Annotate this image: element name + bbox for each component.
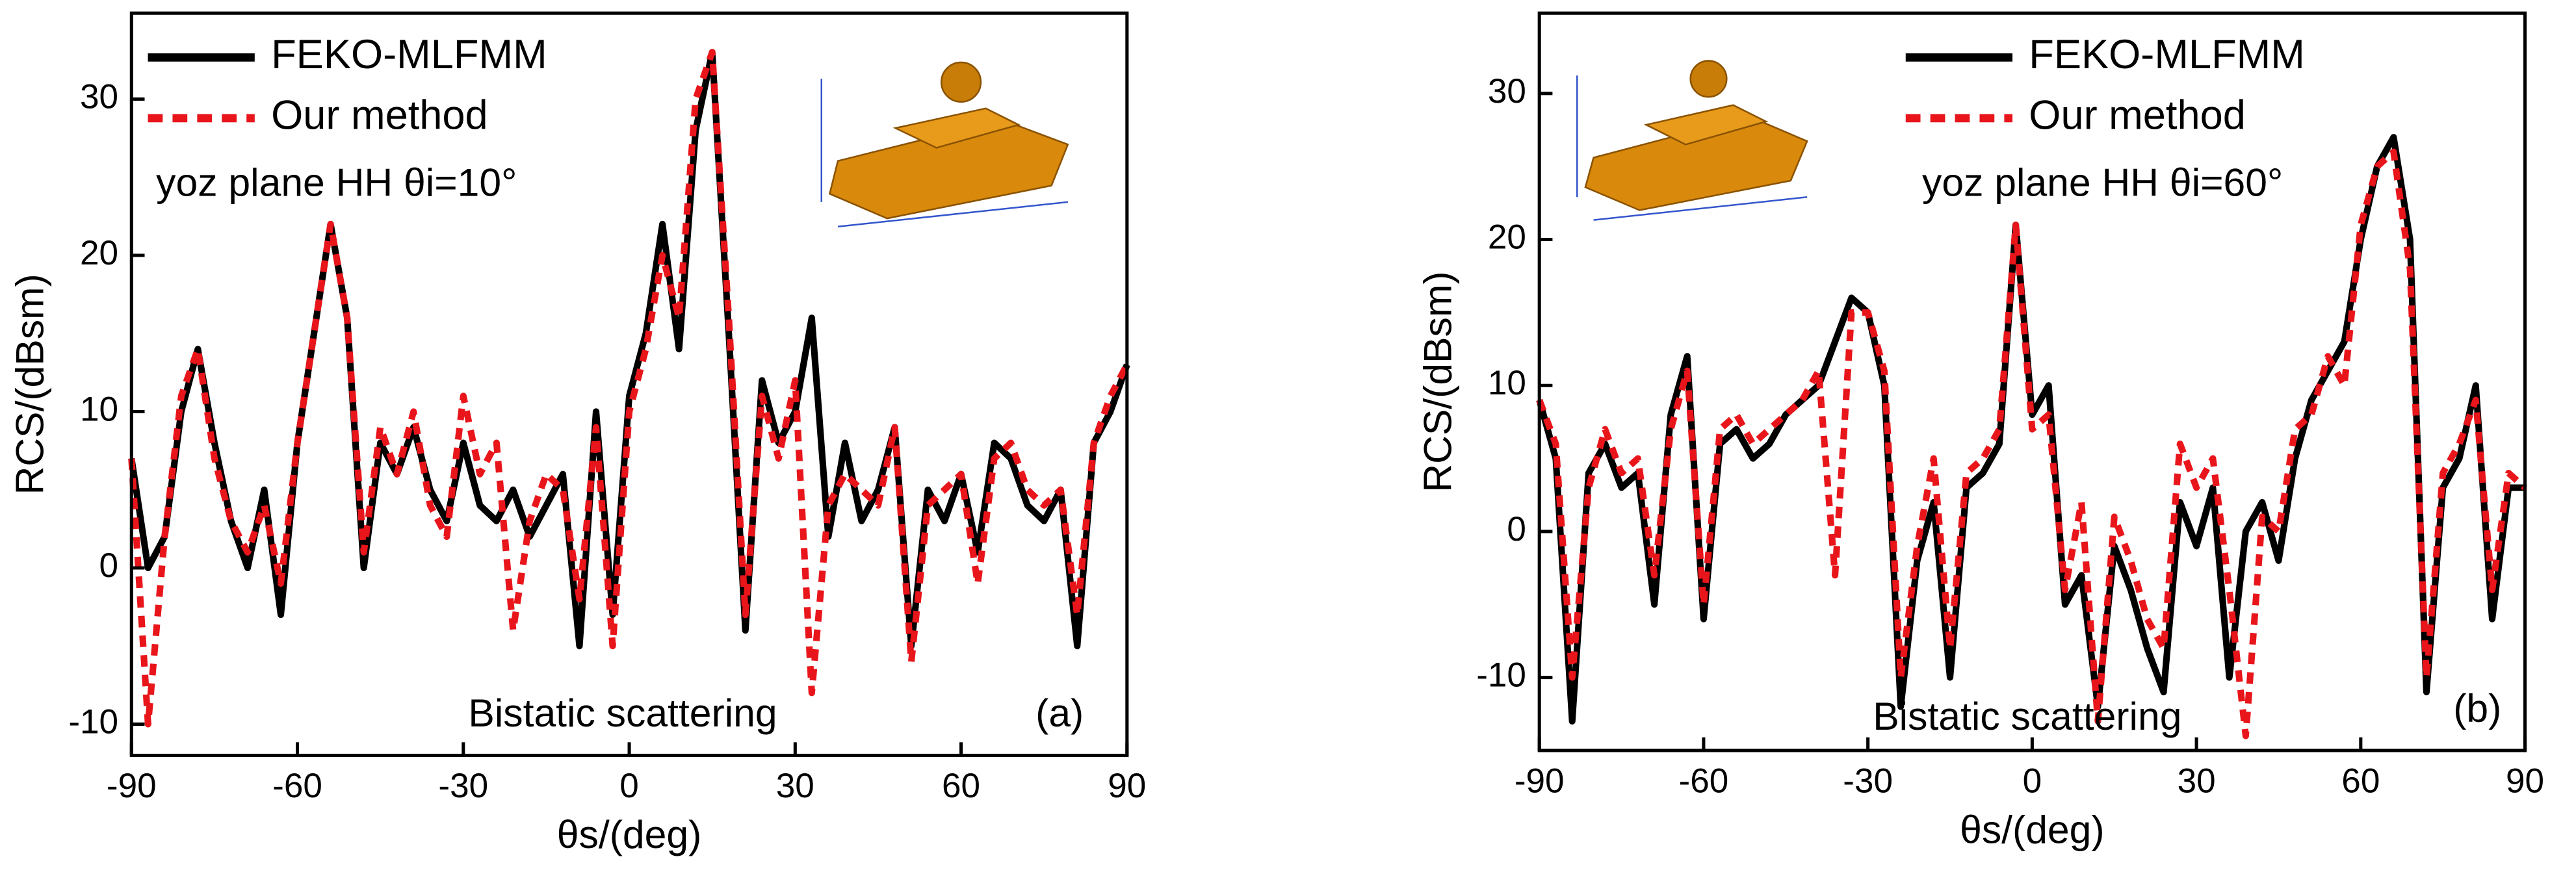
x-tick-label: 90 — [2506, 762, 2544, 801]
series-line — [1536, 148, 2527, 739]
panel-label: (b) — [2453, 686, 2501, 730]
y-tick-label: 10 — [80, 390, 118, 428]
y-tick-label: 20 — [80, 234, 118, 272]
x-tick-label: 0 — [619, 767, 639, 805]
series-line — [128, 49, 1130, 728]
x-tick-label: -90 — [107, 767, 157, 805]
x-tick-label: 30 — [2178, 762, 2216, 801]
legend-label: FEKO-MLFMM — [2029, 32, 2305, 77]
y-axis-label: RCS/(dBsm) — [1416, 271, 1460, 492]
x-tick-label: -90 — [1515, 762, 1565, 801]
x-tick-label: 30 — [776, 767, 814, 805]
x-tick-label: -30 — [438, 767, 488, 805]
y-tick-label: 20 — [1488, 218, 1526, 257]
y-tick-label: 0 — [99, 546, 119, 585]
x-axis-label: θs/(deg) — [557, 812, 701, 856]
note: Bistatic scattering — [468, 691, 777, 735]
x-tick-label: 0 — [2023, 762, 2042, 801]
y-tick-label: 30 — [80, 78, 118, 116]
legend-label: Our method — [2029, 93, 2246, 138]
y-tick-label: -10 — [1476, 656, 1526, 695]
tank-inset — [805, 45, 1085, 251]
x-tick-label: -30 — [1843, 762, 1893, 801]
note: Bistatic scattering — [1873, 694, 2181, 738]
y-axis-label: RCS/(dBsm) — [8, 274, 52, 494]
panel-label: (a) — [1035, 691, 1084, 735]
annotation: yoz plane HH θi=60° — [1922, 160, 2283, 205]
x-tick-label: 90 — [1108, 767, 1146, 805]
tank-inset — [1561, 45, 1824, 244]
y-tick-label: 30 — [1488, 72, 1526, 110]
y-tick-label: 10 — [1488, 364, 1526, 402]
x-tick-label: -60 — [272, 767, 322, 805]
y-tick-label: 0 — [1507, 510, 1526, 548]
x-tick-label: -60 — [1679, 762, 1729, 801]
annotation: yoz plane HH θi=10° — [156, 160, 517, 205]
legend-label: FEKO-MLFMM — [271, 32, 547, 77]
y-tick-label: -10 — [68, 702, 118, 741]
legend-label: Our method — [271, 93, 488, 138]
x-tick-label: 60 — [2341, 762, 2380, 801]
x-tick-label: 60 — [942, 767, 980, 805]
x-axis-label: θs/(deg) — [1960, 807, 2104, 851]
